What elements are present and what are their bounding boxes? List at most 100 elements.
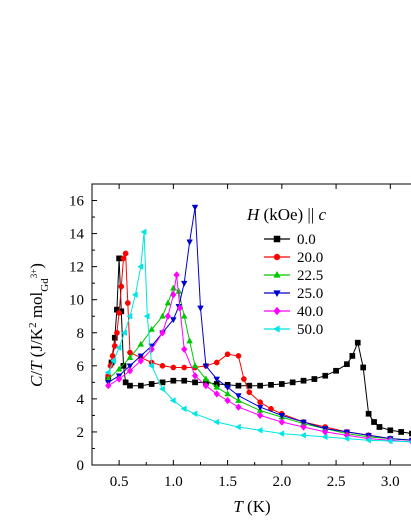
- data-point: [137, 382, 144, 389]
- data-point: [173, 271, 180, 279]
- legend-label: 20.0: [297, 250, 323, 266]
- legend-label: 0.0: [297, 232, 316, 248]
- y-tick-label: 4: [77, 392, 85, 408]
- legend-marker: [273, 270, 281, 278]
- y-tick-label: 0: [77, 458, 85, 474]
- data-point: [126, 312, 133, 320]
- y-tick-label: 8: [77, 326, 85, 342]
- data-point: [257, 382, 263, 389]
- data-point: [224, 390, 231, 397]
- legend-title: H (kOe) || c: [246, 205, 326, 224]
- legend-item: 0.0: [264, 232, 316, 248]
- data-point: [376, 424, 383, 430]
- data-point: [122, 250, 129, 257]
- series-25.0: [104, 204, 411, 443]
- data-point: [213, 390, 220, 398]
- data-point: [170, 377, 177, 384]
- data-point: [170, 290, 177, 299]
- data-point: [191, 362, 199, 369]
- data-point: [104, 369, 111, 376]
- data-point: [256, 404, 264, 411]
- data-point: [409, 430, 411, 437]
- data-point: [300, 377, 307, 384]
- data-point: [181, 377, 188, 384]
- legend-marker: [273, 253, 281, 261]
- legend: 0.0 20.0 22.5 25.0 40.0 50.0: [264, 232, 323, 338]
- data-point: [115, 375, 123, 383]
- data-point: [278, 430, 285, 437]
- data-point: [224, 384, 231, 391]
- y-tick-label: 14: [69, 227, 85, 243]
- data-point: [169, 397, 176, 404]
- data-point: [202, 381, 210, 390]
- data-point: [137, 263, 144, 270]
- data-point: [116, 310, 122, 316]
- data-point: [170, 364, 177, 371]
- data-point: [322, 372, 329, 379]
- data-point: [241, 376, 247, 382]
- data-point: [191, 371, 199, 380]
- data-point: [126, 363, 134, 370]
- legend-marker: [273, 235, 281, 243]
- data-point: [126, 353, 134, 360]
- legend-marker: [273, 306, 281, 316]
- y-tick-label: 2: [77, 425, 85, 441]
- data-point: [164, 312, 172, 321]
- data-point: [111, 334, 118, 341]
- data-point: [143, 312, 150, 320]
- x-tick-label: 2.0: [272, 474, 291, 490]
- y-tick-label: 10: [69, 293, 84, 309]
- x-axis-label: T (K): [233, 497, 270, 516]
- data-point: [148, 362, 154, 370]
- y-tick-label: 6: [77, 359, 85, 375]
- data-point: [186, 337, 193, 344]
- data-point: [278, 381, 285, 387]
- data-point: [137, 357, 145, 365]
- data-point: [180, 312, 188, 319]
- data-point: [398, 429, 405, 435]
- data-point: [186, 239, 193, 246]
- y-tick-label: 12: [69, 260, 84, 276]
- data-point: [197, 305, 204, 312]
- data-point: [159, 328, 166, 337]
- legend-item: 40.0: [264, 304, 323, 320]
- data-point: [235, 403, 242, 411]
- data-point: [246, 389, 253, 396]
- data-point: [257, 399, 263, 406]
- data-point: [256, 411, 264, 420]
- x-tick-label: 0.5: [110, 474, 129, 490]
- data-point: [387, 427, 394, 434]
- axis-ticks: 0.5 1.0 1.5 2.0 2.5 3.0 0 2 4 6 8 10 12 14 16: [69, 183, 400, 490]
- data-point: [224, 351, 231, 358]
- data-point: [180, 280, 188, 287]
- x-tick-label: 3.0: [381, 474, 400, 490]
- data-point: [124, 300, 131, 306]
- data-point: [321, 433, 328, 441]
- data-point: [256, 427, 263, 434]
- data-point: [110, 357, 117, 365]
- data-point: [148, 325, 155, 332]
- data-point: [202, 363, 210, 370]
- data-point: [158, 385, 165, 393]
- series-layer: [104, 204, 411, 445]
- data-point: [122, 379, 129, 386]
- data-point: [131, 291, 138, 299]
- data-point: [137, 340, 145, 347]
- data-point: [386, 437, 393, 445]
- legend-label: 50.0: [297, 322, 323, 338]
- data-point: [408, 440, 411, 444]
- data-point: [170, 317, 177, 324]
- data-point: [289, 379, 296, 386]
- x-tick-label: 2.5: [327, 474, 346, 490]
- x-tick-label: 1.5: [218, 474, 237, 490]
- data-point: [148, 381, 155, 387]
- data-point: [120, 362, 127, 369]
- data-point: [300, 423, 307, 431]
- data-point: [118, 283, 125, 290]
- data-point: [235, 353, 242, 359]
- legend-label: 40.0: [297, 304, 323, 320]
- data-point: [181, 364, 188, 371]
- data-point: [159, 312, 166, 319]
- data-point: [140, 228, 147, 236]
